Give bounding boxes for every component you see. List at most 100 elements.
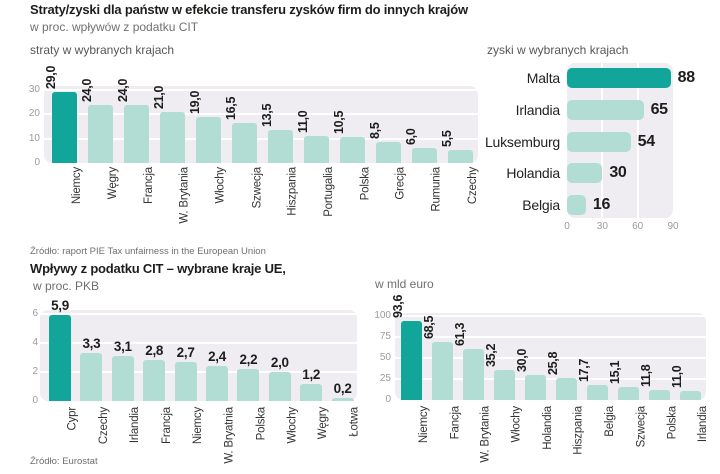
losses-chart-title: straty w wybranych krajach: [30, 43, 175, 57]
cit-eur-bar-value: 17,7: [576, 358, 591, 383]
cit-gdp-bar: [174, 361, 197, 401]
losses-bar-category: Szwecja: [251, 167, 263, 209]
cit-gdp-bar-value: 2,0: [270, 355, 289, 370]
gains-xtick: 60: [632, 221, 644, 232]
losses-bar-value: 11,0: [295, 110, 310, 134]
cit-eur-ytick: 100: [374, 310, 391, 321]
gains-bar-value: 88: [677, 69, 696, 86]
cit-gdp-bar-value: 0,2: [333, 381, 352, 397]
cit-eur-bar: [525, 374, 546, 400]
losses-bar-category: Grecja: [395, 167, 407, 200]
losses-bar-value: 24,0: [115, 78, 130, 102]
cit-gdp-bar-value: 2,7: [176, 344, 195, 360]
cit-eur-bar-value: 11,0: [669, 365, 684, 388]
losses-gridline: [44, 89, 478, 91]
cit-gdp-bar: [268, 372, 291, 401]
gains-bar-value: 54: [637, 132, 656, 150]
losses-gridline: [44, 113, 478, 116]
losses-bar: [268, 130, 293, 163]
cit-gdp-ytick: 6: [32, 308, 38, 319]
gains-row-label: Luksemburg: [484, 133, 560, 150]
losses-bar-value: 5,5: [439, 130, 454, 147]
cit-gdp-bar-value: 2,8: [145, 343, 164, 359]
losses-bar: [232, 122, 257, 163]
losses-bar-value: 6,0: [403, 128, 418, 146]
cit-eur-bar-category: Hiszpania: [573, 406, 585, 455]
cit-eur-ytick: 25: [379, 373, 391, 384]
losses-bar-value: 13,5: [259, 104, 274, 128]
gains-bar: [567, 163, 603, 184]
gains-gridline: [636, 63, 639, 218]
cit-gdp-bar-value: 3,1: [113, 339, 132, 355]
cit-eur-bar: [649, 390, 670, 400]
cit-gdp-bar-value: 2,4: [208, 349, 226, 365]
cit-eur-bar-category: Belgia: [604, 406, 616, 437]
losses-gridline: [44, 137, 478, 140]
cit-gdp-bar-category: Polska: [254, 407, 267, 441]
losses-bar-category: Włochy: [215, 167, 227, 204]
gains-row-label: Malta: [526, 70, 560, 86]
losses-bar: [88, 104, 113, 163]
gains-bar: [567, 99, 644, 120]
cit-gdp-bar: [237, 369, 260, 401]
cit-eur-bar-category: Szwecja: [635, 406, 647, 448]
cit-eur-bar-category: Niemcy: [418, 406, 430, 444]
losses-bar-value: 19,0: [187, 90, 202, 114]
gains-xtick: 30: [596, 221, 608, 232]
cit-eur-gridline: [395, 378, 706, 380]
cit-eur-bar-category: Włochy: [511, 406, 523, 443]
cit-eur-bar: [680, 390, 701, 400]
cit-gdp-bar-category: Czechy: [97, 407, 110, 445]
losses-ytick: 30: [28, 84, 40, 95]
losses-bar-category: Hiszpania: [287, 167, 299, 216]
cit-eur-ytick: 75: [379, 331, 391, 342]
gains-xtick: 90: [667, 221, 679, 232]
cit-gdp-bar: [111, 356, 134, 401]
cit-eur-bar: [494, 370, 515, 400]
losses-bar: [340, 137, 365, 163]
cit-eur-bar-category: W. Brytania: [480, 406, 492, 463]
cit-eur-bar-category: Holandia: [542, 406, 554, 450]
losses-bar-category: Rumunia: [431, 167, 443, 212]
losses-bar-value: 29,0: [43, 66, 58, 90]
losses-bar: [196, 116, 221, 163]
cit-eur-gridline: [395, 357, 706, 359]
cit-gdp-gridline: [40, 371, 357, 373]
cit-gdp-bar-category: Cypr: [66, 407, 79, 431]
losses-bar-category: W. Brytania: [179, 167, 191, 224]
cit-eur-bar-category: Fancja: [449, 406, 461, 440]
losses-bar-value: 10,5: [331, 111, 346, 135]
losses-bar: [160, 111, 185, 163]
losses-bar-category: Niemcy: [71, 167, 83, 205]
gains-bar: [567, 68, 671, 88]
losses-bar-category: Polska: [359, 167, 371, 201]
gains-row-label: Belgia: [522, 197, 560, 214]
cit-eur-bar-value: 25,8: [545, 352, 560, 376]
cit-eur-bar-value: 30,0: [514, 348, 529, 372]
section2-title: Wpływy z podatku CIT – wybrane kraje UE,: [30, 261, 286, 276]
losses-bar-category: Francja: [143, 167, 155, 204]
cit-eur-bar: [463, 348, 484, 400]
gains-xtick: 0: [564, 221, 570, 232]
losses-ytick: 10: [28, 132, 40, 144]
source-pie-report: Źródło: raport PIE Tax unfairness in the…: [30, 246, 266, 257]
gains-bar-value: 65: [650, 100, 669, 118]
cit-eur-bar: [587, 385, 608, 400]
losses-plot-area: [44, 86, 478, 163]
losses-bar: [52, 92, 77, 163]
cit-gdp-bar: [206, 366, 228, 401]
losses-bar-value: 8,5: [367, 122, 382, 140]
cit-eur-bar-value: 61,3: [452, 322, 467, 346]
cit-gdp-ytick: 2: [32, 366, 38, 377]
gains-chart-title: zyski w wybranych krajach: [487, 43, 629, 57]
cit-gdp-bar: [49, 315, 71, 401]
losses-bar-category: Czechy: [467, 167, 479, 205]
gains-bar-value: 30: [609, 164, 627, 182]
losses-bar: [124, 104, 149, 163]
cit-gdp-bar: [331, 398, 354, 401]
gains-bar-value: 16: [592, 196, 611, 214]
cit-gdp-bar-category: Łotwa: [349, 407, 362, 437]
cit-eur-ytick: 0: [385, 394, 391, 405]
losses-ytick: 0: [34, 157, 40, 168]
